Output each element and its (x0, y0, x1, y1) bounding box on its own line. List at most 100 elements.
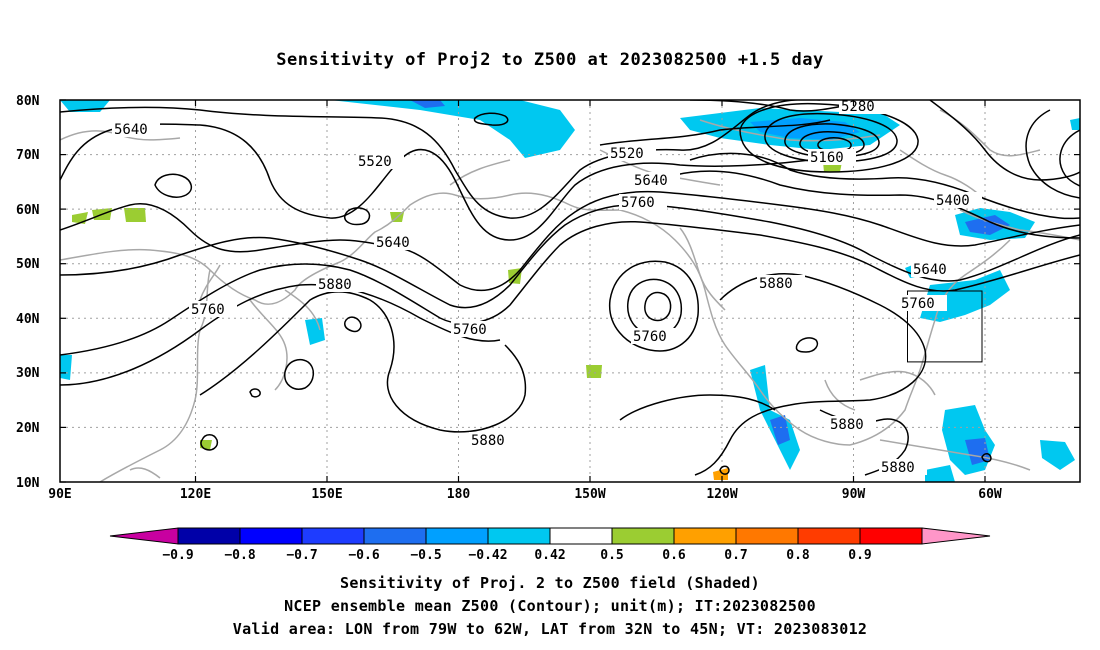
contour-5640b (399, 190, 1080, 292)
shade-negative (330, 100, 575, 158)
shade-negative (965, 215, 1010, 235)
contour-east-1 (1025, 109, 1080, 199)
caption-contour: NCEP ensemble mean Z500 (Contour); unit(… (284, 597, 816, 615)
contour-5520 (60, 203, 401, 253)
contour-label: 5760 (191, 302, 225, 318)
colorbar-cell (239, 527, 303, 545)
colorbar-cell (487, 527, 551, 545)
contour-label: 5640 (114, 122, 148, 138)
colorbar-label: −0.8 (224, 548, 255, 563)
contour-label: 5160 (810, 150, 844, 166)
contour-east-2 (1059, 129, 1080, 187)
colorbar-end-high (921, 527, 991, 545)
lat-label: 60N (16, 203, 40, 218)
lon-label: 180 (447, 487, 471, 502)
shade-negative (1040, 440, 1075, 470)
contour-tiny2 (981, 453, 992, 463)
contour-label: 5520 (358, 154, 392, 170)
contour-label: 5280 (841, 99, 875, 115)
caption-valid-area: Valid area: LON from 79W to 62W, LAT fro… (232, 620, 868, 638)
contour-east-3 (929, 100, 1080, 181)
colorbar-label: 0.6 (662, 548, 686, 563)
contour-5880 (199, 291, 527, 433)
shade-negative (410, 100, 445, 108)
colorbar-end-low (109, 527, 179, 545)
colorbar-label: 0.7 (724, 548, 747, 563)
colorbar-cell (735, 527, 799, 545)
chart-title: Sensitivity of Proj2 to Z500 at 20230825… (276, 50, 824, 70)
colorbar-label: −0.7 (286, 548, 317, 563)
shade-negative (60, 355, 72, 380)
contour-ring-g (249, 388, 261, 398)
contour-ring-c (344, 316, 362, 333)
shade-positive (713, 468, 728, 480)
contour-label: 5760 (901, 296, 935, 312)
shade-negative (770, 415, 790, 445)
z500-contours (60, 100, 1080, 476)
colorbar-cell (859, 527, 923, 545)
lon-label: 90W (842, 487, 866, 502)
contour-label: 5760 (621, 195, 655, 211)
contour-5820-low (627, 278, 683, 337)
contour-ring-e (473, 112, 509, 126)
contour-label: 5400 (936, 193, 970, 209)
shade-negative (305, 318, 325, 345)
colorbar-cell (363, 527, 427, 545)
colorbar-cell (177, 527, 241, 545)
colorbar-label: 0.8 (786, 548, 810, 563)
contour-ring-a (154, 173, 193, 198)
contour-ring-d (284, 359, 314, 390)
contour-labels: 5640 5520 5520 5640 5760 5880 5760 5760 … (112, 98, 982, 476)
contour-5460 (674, 170, 1080, 239)
contour-5700 (60, 203, 1080, 309)
colorbar-label: 0.5 (600, 548, 623, 563)
contour-ring-h (200, 434, 219, 451)
latitude-labels: 80N 70N 60N 50N 40N 30N 20N 10N (16, 94, 40, 491)
contour-5400 (689, 152, 1080, 220)
graticule (60, 100, 1080, 482)
lat-label: 30N (16, 366, 40, 381)
contour-5820 (60, 283, 501, 386)
contour-label: 5640 (913, 262, 947, 278)
lon-label: 120E (180, 487, 211, 502)
contour-label: 5880 (881, 460, 915, 476)
colorbar-label: −0.6 (348, 548, 379, 563)
contour-label: 5640 (376, 235, 410, 251)
colorbar-cell (611, 527, 675, 545)
axis-ticks (60, 99, 1080, 483)
lat-label: 50N (16, 257, 40, 272)
shade-positive (124, 208, 146, 222)
lon-label: 150W (574, 487, 605, 502)
contour-label: 5760 (633, 329, 667, 345)
contour-tiny (719, 465, 730, 475)
lat-label: 20N (16, 421, 40, 436)
contour-label: 5880 (318, 277, 352, 293)
contour-ring-b (343, 207, 371, 226)
lon-label: 120W (706, 487, 737, 502)
longitude-labels: 90E 120E 150E 180 150W 120W 90W 60W (48, 487, 1002, 502)
lat-label: 80N (16, 94, 40, 109)
colorbar-label: 0.42 (534, 548, 565, 563)
contour-ring-f (795, 337, 819, 353)
colorbar-label: 0.9 (848, 548, 871, 563)
contour-label: 5640 (634, 173, 668, 189)
map-frame (59, 99, 1081, 483)
shade-negative (925, 465, 955, 482)
shade-negative (1070, 118, 1080, 130)
colorbar-cell (549, 527, 613, 545)
contour-5340 (739, 102, 919, 173)
lat-label: 10N (16, 476, 40, 491)
contour-5760 (60, 220, 1080, 356)
valid-area-box (907, 290, 983, 363)
contour-5640 (60, 100, 820, 219)
contour-5880-low (644, 291, 672, 322)
contour-label: 5880 (830, 417, 864, 433)
contour-5880c (619, 394, 776, 421)
shade-negative (965, 438, 990, 465)
contour-5520-east (599, 119, 831, 146)
contour-5880b (694, 273, 927, 476)
lat-label: 40N (16, 312, 40, 327)
contour-label: 5760 (453, 322, 487, 338)
colorbar-label: −0.9 (162, 548, 193, 563)
